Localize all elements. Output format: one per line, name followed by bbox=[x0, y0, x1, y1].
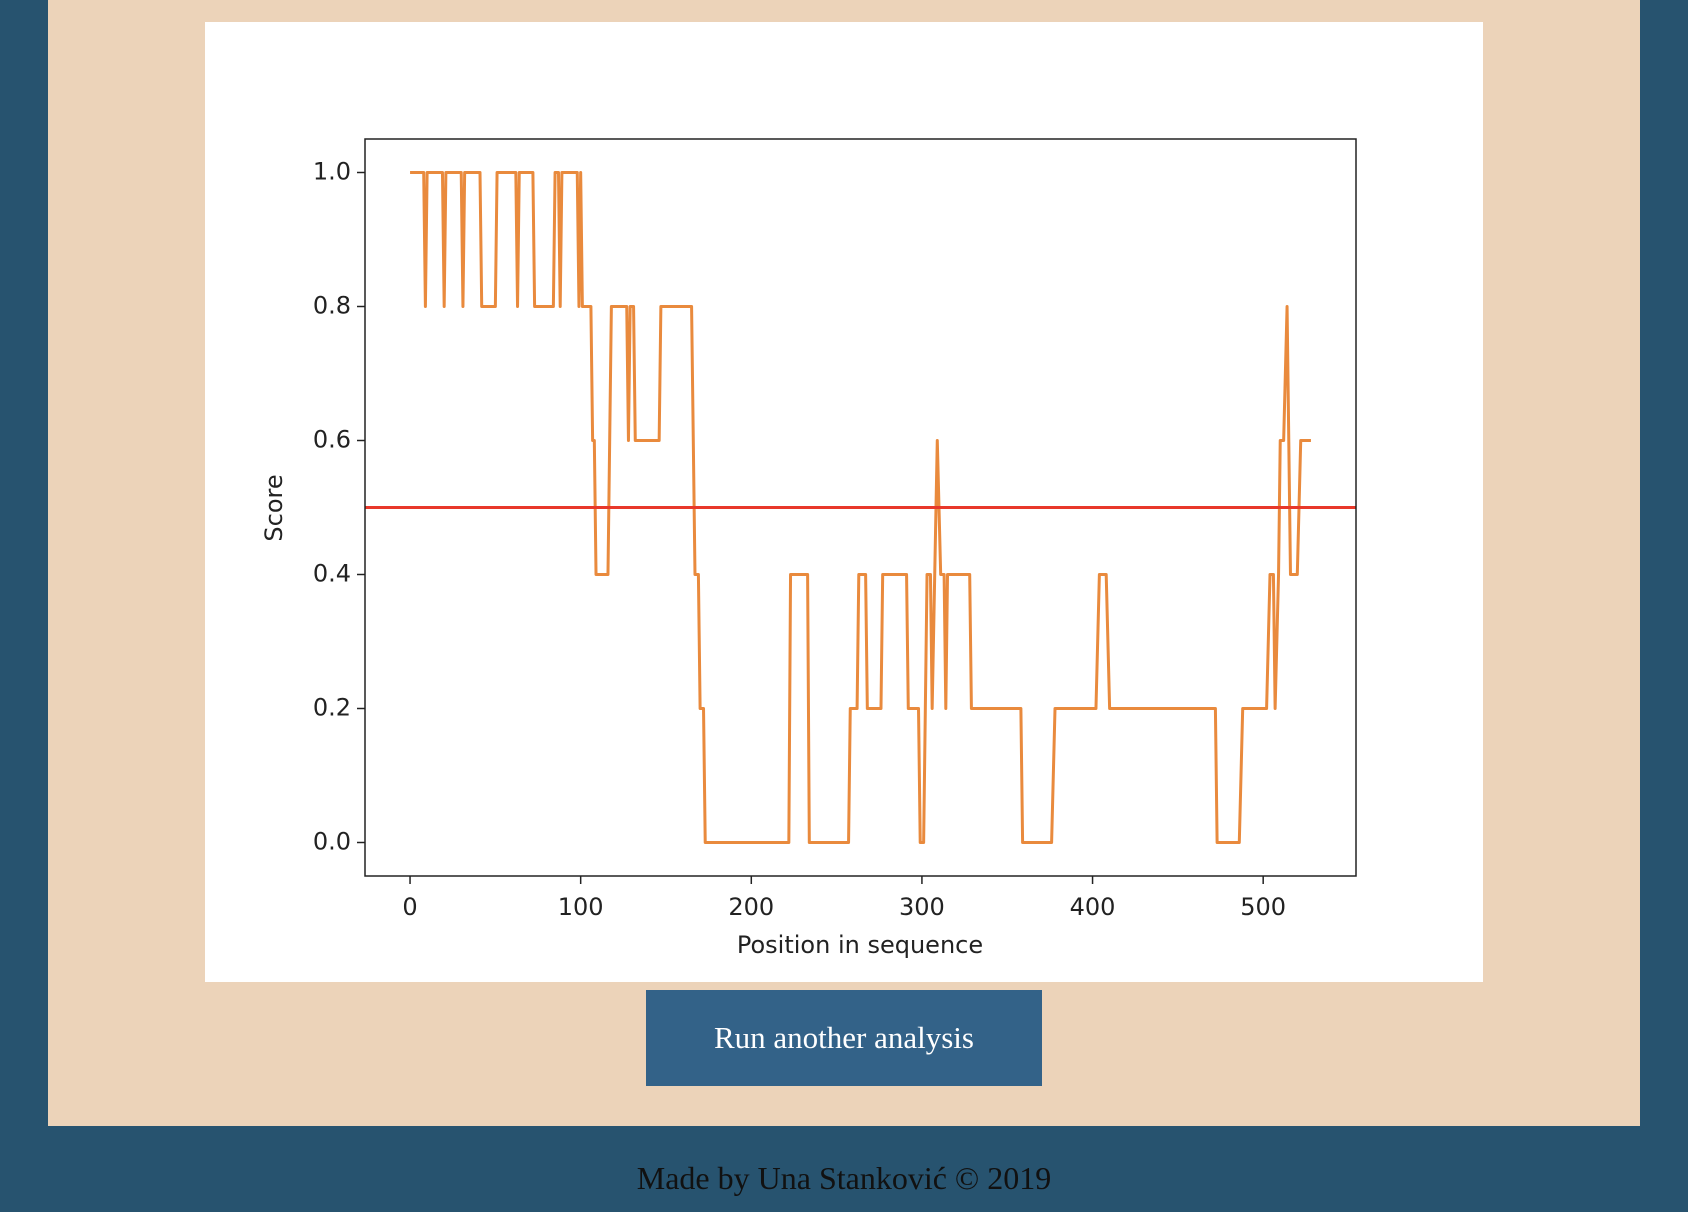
y-tick-label: 0.4 bbox=[313, 560, 351, 588]
y-tick-label: 0.2 bbox=[313, 694, 351, 722]
y-tick-label: 0.8 bbox=[313, 292, 351, 320]
x-tick-label: 100 bbox=[558, 893, 604, 921]
footer: Made by Una Stanković © 2019 bbox=[636, 1160, 1052, 1196]
x-axis-label: Position in sequence bbox=[737, 931, 983, 959]
x-tick-label: 200 bbox=[728, 893, 774, 921]
chart: Position in sequence Score 0.0 0.2 0.4 0.6 0… bbox=[205, 22, 1483, 982]
y-axis-label: Score bbox=[260, 474, 288, 541]
run-another-button[interactable]: Run another analysis bbox=[646, 990, 1042, 1086]
x-tick-label: 300 bbox=[899, 893, 945, 921]
x-tick-label: 400 bbox=[1070, 893, 1116, 921]
y-tick-label: 1.0 bbox=[313, 158, 351, 186]
plot-frame bbox=[364, 138, 1357, 877]
x-tick-label: 0 bbox=[402, 893, 417, 921]
score-line bbox=[410, 171, 1311, 844]
y-tick-label: 0.6 bbox=[313, 426, 351, 454]
x-tick-label: 500 bbox=[1240, 893, 1286, 921]
y-tick-label: 0.0 bbox=[313, 828, 351, 856]
